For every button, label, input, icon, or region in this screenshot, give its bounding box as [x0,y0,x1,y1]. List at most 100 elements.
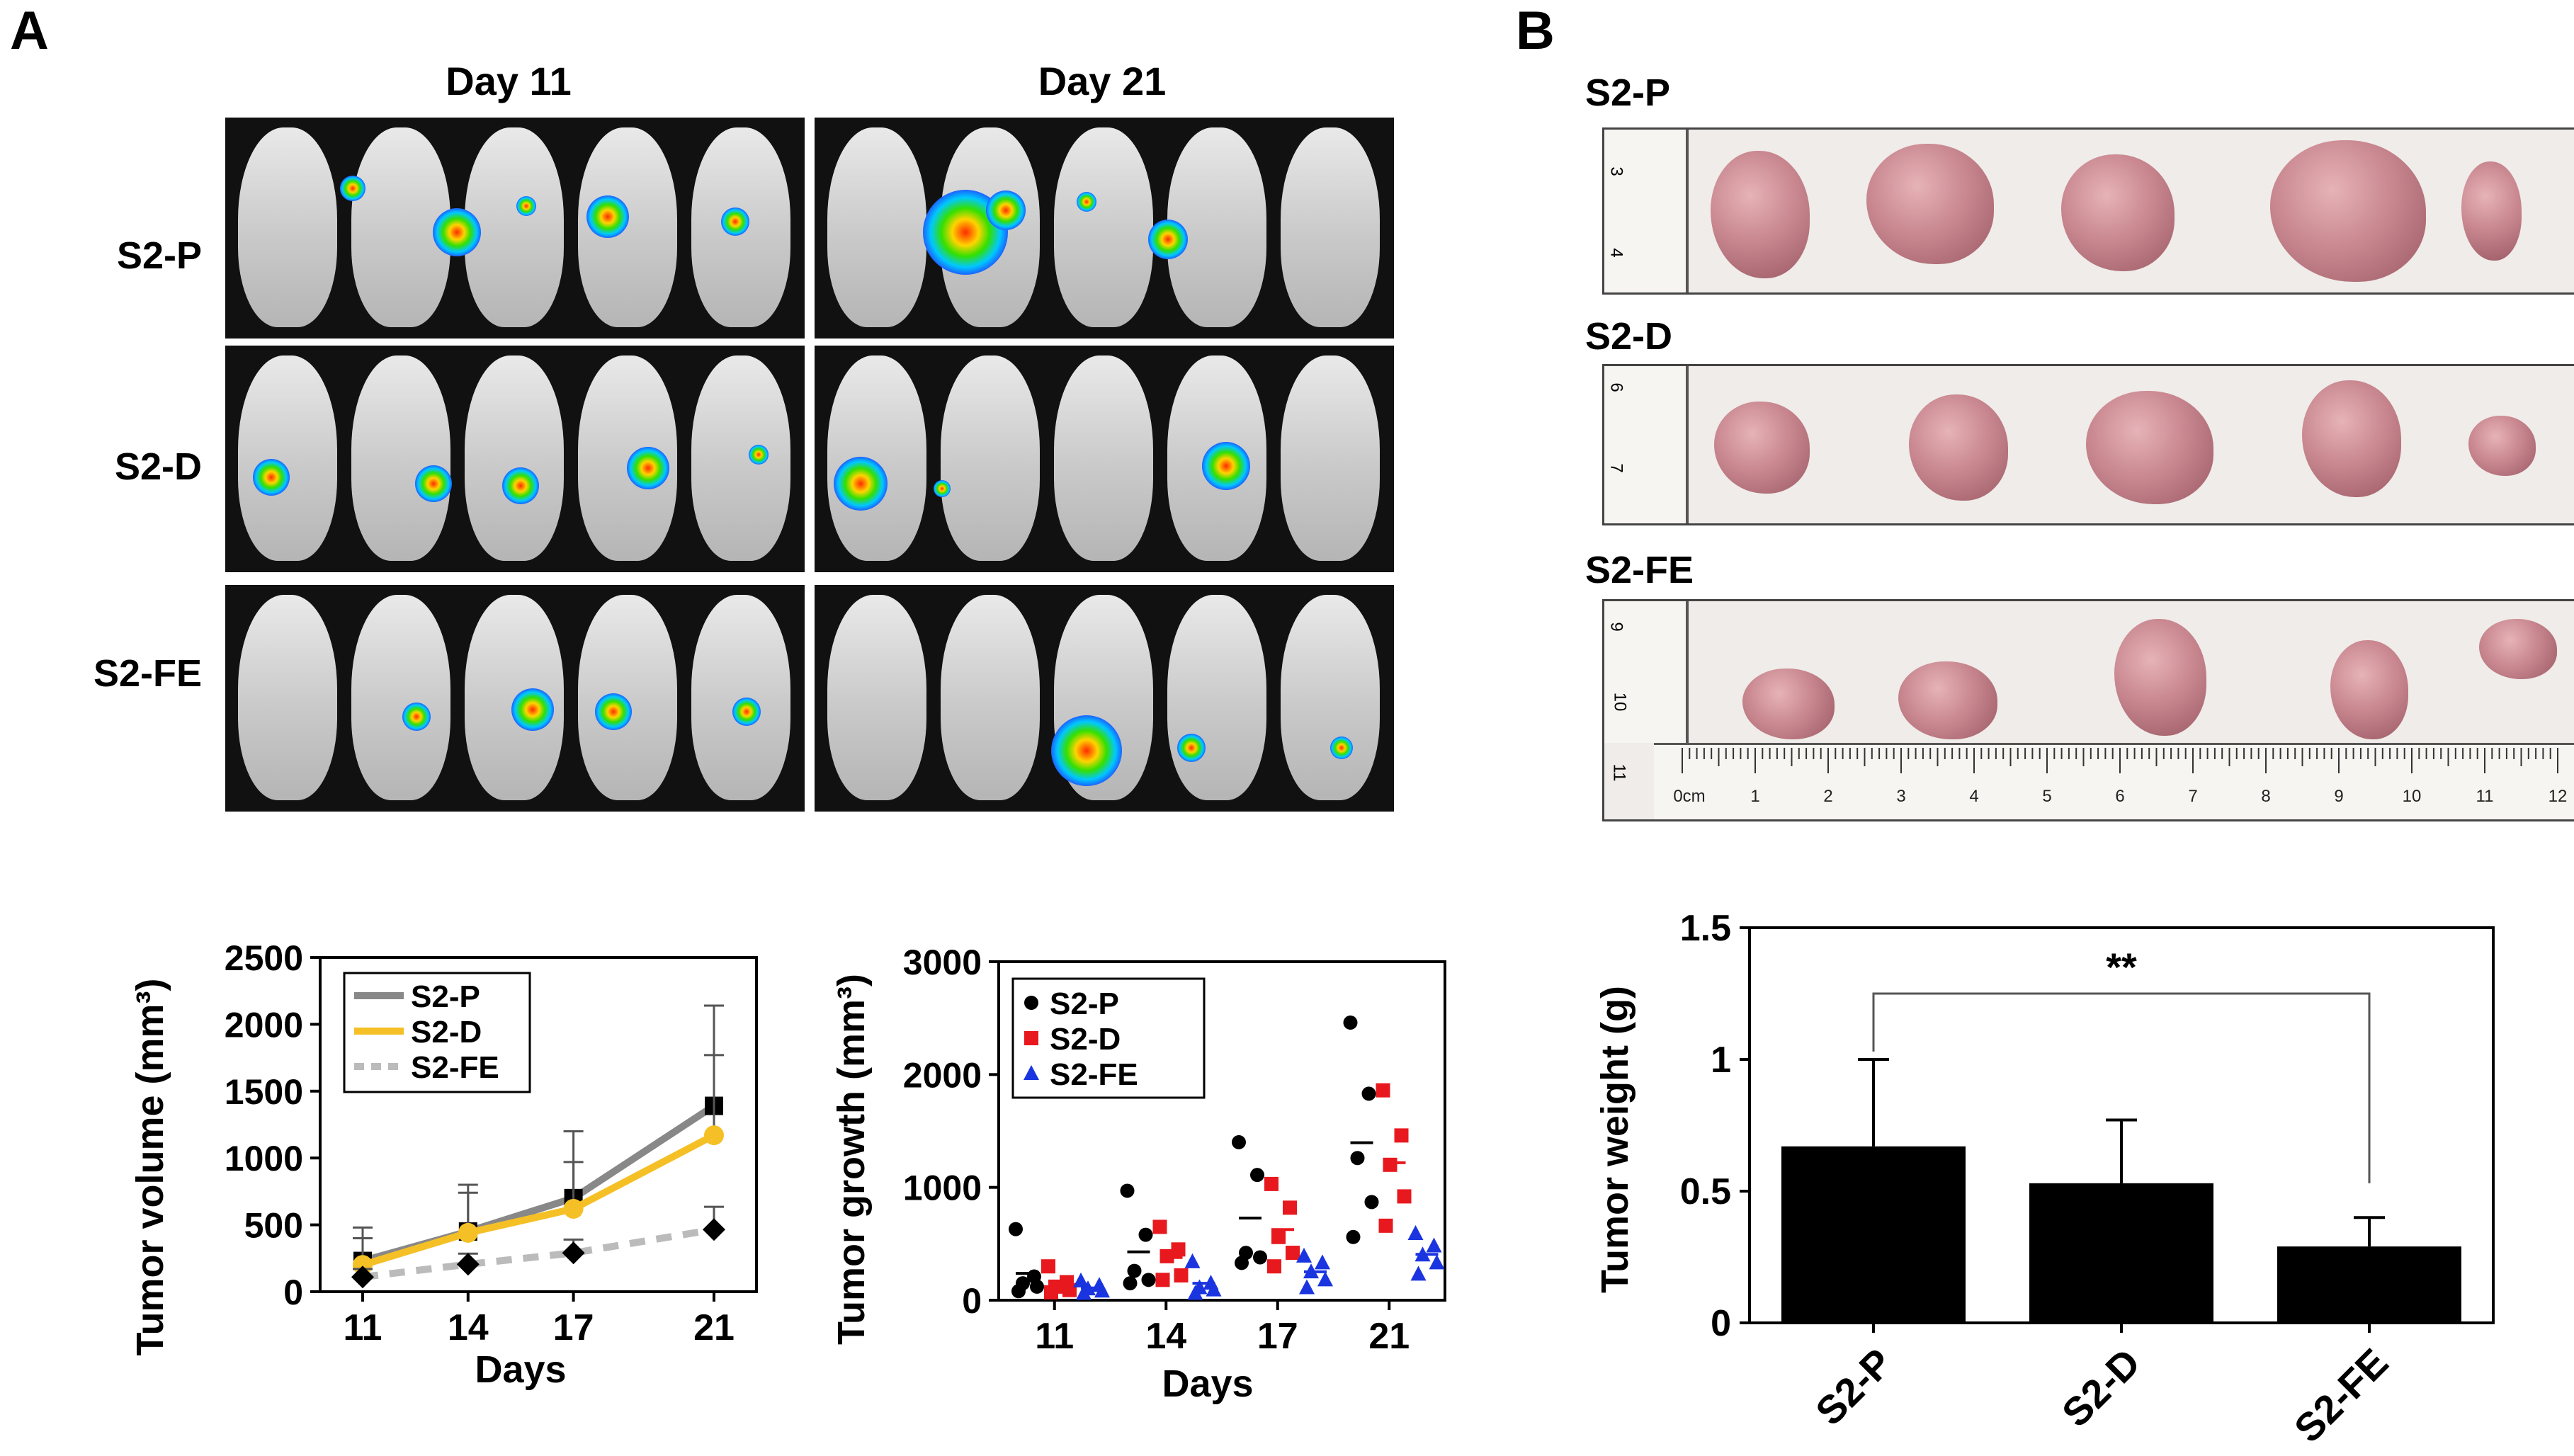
data-marker [562,1241,585,1265]
luminescence-spot [1201,441,1250,490]
luminescence-spot [748,444,769,465]
y-axis-label: Tumor weight (g) [1594,986,1636,1293]
data-point [1009,1222,1023,1236]
luminescence-spot [339,175,365,201]
y-tick-label: 1500 [225,1072,303,1112]
data-marker [456,1253,480,1276]
tumor-growth-chart: 0 1000 2000 3000 11 14 17 21 Days Tumor growth (m… [830,943,1446,1405]
tumor [1866,144,1994,264]
bli-panel [815,346,1394,572]
panel-b-label: B [1516,1,1555,61]
x-tick-label: 21 [1368,1316,1410,1357]
tumor-weight-chart: 0 0.5 1 1.5 Tumor weight (g) S2-P S2-D S2-FE ** [1594,908,2495,1445]
bli-panel [225,118,805,339]
mouse [941,595,1040,800]
data-point [1410,1266,1427,1281]
tumor-row-label-s2d: S2-D [1585,315,1673,358]
data-point [1187,1285,1203,1300]
bli-panel [815,118,1394,339]
bar [2029,1183,2213,1323]
side-ruler-label: 9 [1606,622,1626,632]
mouse [238,127,337,327]
ruler-label: 2 [1823,787,1832,806]
data-point [1030,1279,1044,1294]
mouse [238,595,337,800]
luminescence-spot [433,208,482,257]
legend-box [1011,977,1206,1099]
mouse [827,595,926,800]
tumor [2061,154,2175,271]
data-point [1250,1168,1264,1183]
ruler-label: 7 [2188,787,2197,806]
data-point [1426,1237,1442,1253]
ruler-label: 12 [2549,787,2568,806]
ruler-ticks: 0cm 1 2 3 4 5 6 7 8 9 10 11 12 [1673,748,2568,806]
data-marker [563,1198,584,1219]
bli-panel [225,585,805,812]
tumor [2302,380,2401,497]
legend-marker [1024,1031,1038,1045]
tumor-photo-s2fe: 9 10 11 0cm 1 2 3 4 5 6 7 8 9 10 11 12 [1602,599,2574,821]
data-point [1350,1151,1365,1166]
y-tick-label: 0 [283,1273,303,1312]
data-point [1073,1272,1089,1287]
data-point [1155,1273,1170,1287]
bli-panel [225,346,805,572]
y-tick-label: 0 [1711,1303,1731,1344]
mouse [1281,595,1380,800]
mouse [465,127,564,327]
data-point [1184,1253,1201,1268]
mouse [827,356,926,561]
mouse [578,595,677,800]
tumor [1742,669,1835,739]
side-ruler [1604,366,1689,523]
x-tick-label: 17 [1257,1316,1298,1357]
data-point [1138,1227,1153,1242]
tumor-photo-s2d: 6 7 [1602,364,2574,525]
data-point [1397,1189,1412,1204]
mouse [465,356,564,561]
mouse [1054,127,1153,327]
plot-frame [319,956,758,1293]
x-tick-label: 14 [1145,1316,1186,1357]
data-point [1011,1284,1026,1299]
tumor [1714,402,1810,494]
y-axis-label: Tumor volume (mm³) [129,978,171,1355]
data-point [1123,1276,1138,1291]
legend-marker [1024,996,1038,1010]
data-point [1062,1282,1077,1297]
data-point [1152,1219,1167,1234]
x-tick-label: 11 [1035,1316,1074,1357]
y-tick-label: 0.5 [1680,1171,1731,1212]
legend-label: S2-D [1050,1022,1121,1057]
luminescence-spot [985,190,1026,231]
legend-label: S2-FE [1050,1057,1138,1092]
data-point [1271,1229,1286,1244]
luminescence-spot [502,467,540,505]
legend-marker [1024,1065,1039,1080]
luminescence-spot [1330,736,1354,760]
data-point [1264,1176,1279,1191]
tumor-photo-s2p: 3 4 [1602,127,2574,295]
side-ruler-label: 10 [1610,692,1630,712]
luminescence-spot [516,195,537,216]
mouse [238,356,337,561]
tumor [2270,140,2426,282]
mouse [691,595,790,800]
ruler-label: 5 [2042,787,2051,806]
data-point [1296,1247,1312,1263]
ruler-label: 11 [2476,787,2494,806]
bar [1781,1146,1966,1323]
side-ruler-label: 3 [1606,166,1626,176]
data-point [1286,1246,1300,1261]
tumor [1711,151,1810,278]
series-line [361,1132,716,1269]
luminescence-spot [720,207,749,236]
series-line [362,1226,715,1281]
x-axis-label: Days [1162,1363,1253,1405]
tumor [1898,661,1997,739]
data-point [1283,1200,1297,1215]
tumor [2479,619,2557,679]
data-point [1394,1128,1409,1143]
luminescence-spot [1077,191,1097,212]
